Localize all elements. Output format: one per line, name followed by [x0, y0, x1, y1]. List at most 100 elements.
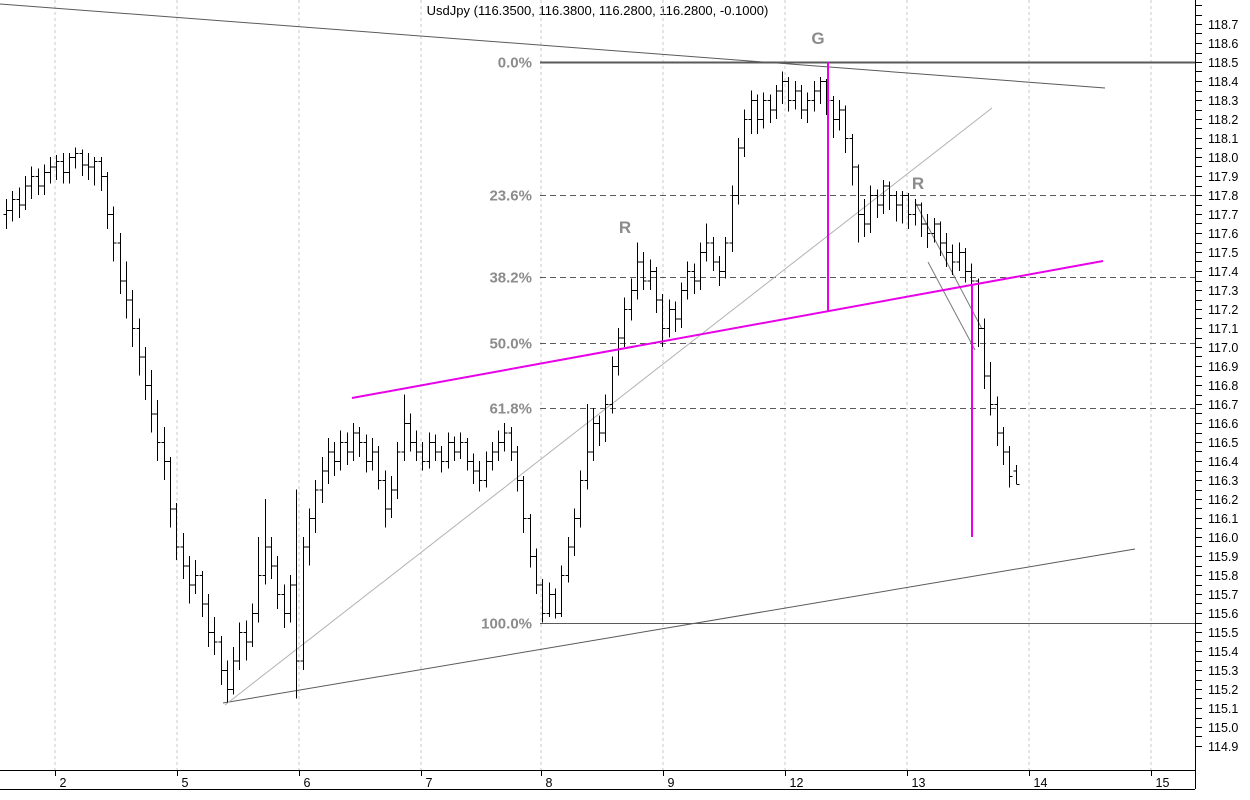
price-tick-label: 116.0: [1208, 531, 1238, 545]
ohlc-bar: [703, 223, 710, 262]
ohlc-bar: [514, 445, 521, 492]
ohlc-bar: [697, 242, 704, 290]
ohlc-bar: [855, 164, 862, 243]
ohlc-bar: [173, 502, 180, 560]
ohlc-bar: [72, 147, 79, 169]
ohlc-bar: [867, 185, 874, 233]
triangle-lower-line[interactable]: [222, 548, 1136, 704]
price-tick-label: 115.0: [1208, 721, 1238, 735]
ohlc-bar: [211, 616, 218, 655]
ohlc-bar: [861, 198, 868, 237]
flag-channel-upper[interactable]: [914, 201, 983, 330]
price-tick-label: 116.9: [1208, 360, 1238, 374]
date-tick-label: 7: [426, 776, 433, 790]
ohlc-bar: [508, 426, 515, 461]
price-tick-label: 118.5: [1208, 56, 1238, 70]
ohlc-bar: [684, 261, 691, 300]
ohlc-bar: [817, 77, 824, 104]
fibonacci-retracement[interactable]: 0.0% 23.6% 38.2% 50.0% 61.8% 100.0%: [481, 55, 1195, 633]
ohlc-bar: [918, 202, 925, 237]
price-tick-label: 115.6: [1208, 607, 1238, 621]
annotation-letter[interactable]: R: [912, 174, 924, 193]
ohlc-bar: [987, 362, 994, 416]
ohlc-bar: [331, 442, 338, 477]
date-tick-label: 14: [1034, 776, 1048, 790]
ohlc-bar: [830, 96, 837, 138]
ohlc-bar: [571, 508, 578, 556]
price-tick-label: 117.4: [1208, 265, 1238, 279]
ohlc-bar: [975, 278, 982, 347]
ohlc-bar: [457, 432, 464, 460]
fib-level-label: 100.0%: [481, 616, 532, 633]
ohlc-bar: [356, 426, 363, 458]
ohlc-bar: [268, 537, 275, 579]
ohlc-bar: [401, 394, 408, 461]
ohlc-bar: [419, 442, 426, 471]
ohlc-bar: [792, 81, 799, 110]
magenta-support-line[interactable]: [351, 260, 1104, 399]
price-tick-label: 117.1: [1208, 322, 1238, 336]
ohlc-bar: [678, 282, 685, 328]
ohlc-bar: [931, 217, 938, 243]
ohlc-bars: [3, 71, 1020, 703]
annotation-letter[interactable]: R: [619, 218, 631, 237]
ohlc-bar: [949, 244, 956, 275]
ohlc-bar: [186, 556, 193, 604]
ohlc-bar: [602, 394, 609, 442]
date-tick-label: 9: [668, 776, 675, 790]
ohlc-bar: [53, 155, 60, 180]
price-tick-label: 117.9: [1208, 170, 1238, 184]
annotation-letter[interactable]: G: [811, 29, 824, 48]
ohlc-bar: [180, 533, 187, 579]
ohlc-bar: [104, 172, 111, 230]
ohlc-bar: [199, 571, 206, 617]
price-tick-label: 116.2: [1208, 493, 1238, 507]
ohlc-bar: [773, 84, 780, 119]
ohlc-bar: [413, 430, 420, 461]
ohlc-bar: [558, 565, 565, 617]
ohlc-bar: [994, 396, 1001, 446]
price-tick-label: 117.0: [1208, 341, 1238, 355]
ohlc-bar: [729, 185, 736, 252]
ohlc-bar: [66, 153, 73, 184]
ohlc-bar: [218, 635, 225, 686]
price-tick-label: 115.1: [1208, 702, 1238, 716]
ohlc-bar: [634, 242, 641, 300]
price-tick-label: 115.2: [1208, 683, 1238, 697]
ohlc-bar: [937, 221, 944, 256]
date-tick-label: 13: [912, 776, 926, 790]
price-tick-label: 116.6: [1208, 417, 1238, 431]
ohlc-bar: [426, 432, 433, 469]
ohlc-bar: [22, 176, 29, 211]
price-tick-label: 117.6: [1208, 227, 1238, 241]
ohlc-bar: [287, 575, 294, 623]
ohlc-bar: [205, 594, 212, 648]
ohlc-bar: [293, 489, 300, 699]
price-tick-label: 116.4: [1208, 455, 1238, 469]
ohlc-bar: [123, 261, 130, 319]
price-tick-label: 118.7: [1208, 18, 1238, 32]
triangle-upper-line[interactable]: [0, 3, 1106, 89]
date-axis: 2 5 6 7 8 9 12 13 14 15: [0, 770, 1195, 790]
ohlc-bar: [527, 514, 534, 568]
ohlc-bar: [407, 413, 414, 452]
rising-light-line[interactable]: [224, 107, 993, 706]
ohlc-bar: [501, 423, 508, 452]
ohlc-bar: [716, 255, 723, 287]
ohlc-bar: [577, 470, 584, 528]
annotations: G R R: [619, 29, 924, 237]
ohlc-bar: [785, 77, 792, 112]
ohlc-bar: [735, 138, 742, 205]
ohlc-bar: [653, 267, 660, 313]
flag-channel-lower[interactable]: [927, 261, 976, 351]
ohlc-bar: [79, 149, 86, 176]
ohlc-bar: [590, 407, 597, 461]
ohlc-bar: [388, 476, 395, 518]
ohlc-bar: [842, 105, 849, 154]
ohlc-bar: [350, 423, 357, 461]
ohlc-bar: [91, 157, 98, 186]
ohlc-bar: [912, 198, 919, 226]
ohlc-bar: [16, 187, 23, 218]
ohlc-bar: [262, 499, 269, 585]
ohlc-bar: [767, 94, 774, 123]
